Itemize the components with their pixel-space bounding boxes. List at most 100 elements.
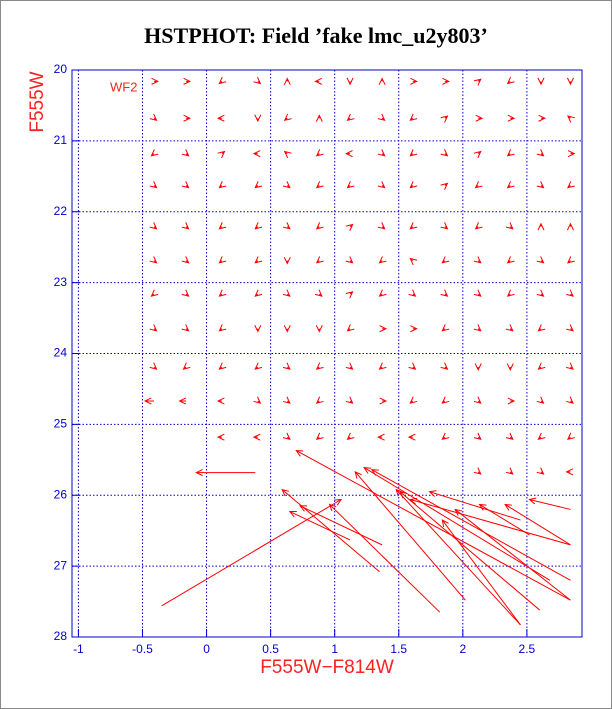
arrow [441,396,450,404]
arrow [567,115,575,123]
y-tick-label: 26 [54,487,68,501]
arrow [161,498,343,607]
plot-frame [71,69,583,638]
annotation: WF2 [110,79,137,94]
arrow [181,149,190,157]
arrow [506,363,514,371]
arrow [315,114,323,122]
arrow [507,114,516,122]
arrow [283,150,292,159]
arrow [454,508,571,601]
arrow [315,362,324,370]
arrow [252,433,261,441]
arrow [399,490,541,611]
arrow [218,324,227,332]
arrow [567,256,575,264]
arrow [178,397,187,405]
y-axis-label: F555W [27,71,48,132]
x-tick-label: 2.5 [519,642,536,656]
arrow [149,362,158,370]
arrow [378,362,387,370]
arrow [216,433,225,441]
arrow [254,114,262,123]
arrow [345,396,354,404]
arrow [566,362,574,370]
arrow [346,324,355,332]
arrow [299,505,383,546]
arrow [409,222,418,230]
arrow [315,181,324,189]
arrow [218,76,227,85]
arrow [507,397,516,405]
arrow [346,113,355,122]
arrow [218,256,227,264]
arrow [346,181,355,189]
arrow [478,503,530,536]
arrow [409,149,418,157]
arrow [409,497,571,546]
arrow [149,113,158,122]
arrow [282,289,291,297]
arrow [181,289,190,297]
arrow [410,325,418,333]
y-tick-label: 27 [54,558,68,572]
y-tick-label: 28 [54,629,68,643]
arrow [149,181,158,189]
arrow [218,222,227,230]
arrow [218,362,227,370]
arrow [505,324,514,332]
arrow [283,113,292,122]
arrow [410,77,418,85]
arrow [252,150,261,158]
arrow [254,181,263,189]
arrow [473,396,482,404]
arrow [567,432,575,440]
arrow [149,324,158,332]
arrow [441,432,450,440]
arrow [181,181,190,189]
arrow [143,397,155,405]
arrow [409,181,418,189]
arrow [565,468,574,476]
arrow [536,256,545,264]
arrow [407,433,416,441]
arrow [566,396,574,404]
arrow [254,222,263,230]
arrow [345,291,354,299]
arrow [378,256,387,264]
arrow [566,222,574,231]
arrow [282,181,291,189]
arrow [346,77,354,86]
arrow [395,488,521,626]
arrow [473,324,482,332]
arrow [254,325,262,333]
arrow [408,362,417,370]
y-tick-label: 23 [54,275,68,289]
arrow [537,77,545,86]
arrow [314,289,323,297]
arrow [149,256,158,264]
arrow [346,432,355,440]
arrow [473,432,482,440]
arrow [473,467,482,475]
arrow [441,324,450,332]
x-tick-label: 1.5 [390,642,407,656]
arrow [345,223,354,232]
arrow [566,324,574,332]
arrow [315,432,324,440]
arrow [428,490,521,521]
x-tick-label: 0 [203,642,210,656]
arrow [379,325,388,333]
arrow [315,325,323,333]
arrow [409,396,418,404]
arrow [314,77,322,85]
arrow [149,222,158,230]
arrow [150,289,159,297]
arrow [181,222,190,230]
arrow [536,149,545,157]
arrow [283,256,291,265]
arrow [506,149,515,157]
arrow [254,256,263,264]
